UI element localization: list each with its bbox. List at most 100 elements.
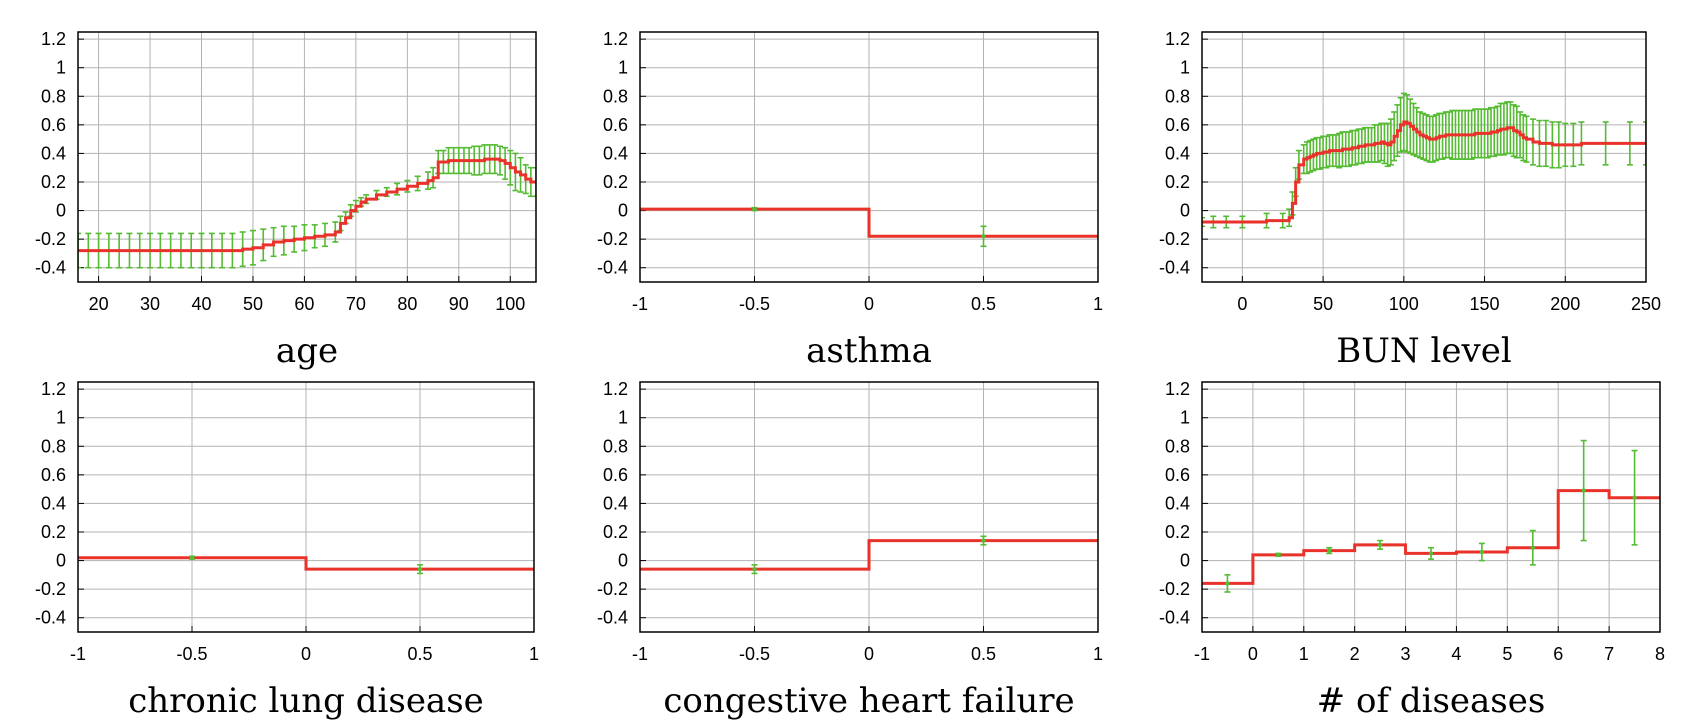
plot-frame [77,31,537,283]
x-tick-label: -1 [1194,644,1210,664]
y-tick-label: 0 [618,201,628,221]
series-line [640,539,1098,571]
y-tick-label: 0.6 [1165,115,1190,135]
y-tick-label: 0.2 [1165,172,1190,192]
data-point [981,234,986,239]
y-tick-label: 1 [1180,408,1190,428]
y-tick-label: 1.2 [1165,379,1190,399]
data-point [189,555,195,560]
series-line [1202,120,1646,224]
x-tick-label: 0.5 [407,644,432,664]
y-tick-label: -0.4 [1159,608,1190,628]
y-tick-label: 0.6 [603,465,628,485]
x-tick-label: 90 [449,294,469,314]
y-tick-label: 0.8 [1165,86,1190,106]
chart-panel: -0.4 -0.2 0 0.2 0.4 0.6 0.8 1 1.2 -1 -0.5 0 0.5 1 asth… [597,29,1103,371]
x-tick-label: 50 [1313,294,1333,314]
y-tick-label: 1 [56,408,66,428]
series-line [1202,489,1660,585]
x-tick-label: 70 [346,294,366,314]
plot-frame [1201,31,1647,283]
y-tick-label: 1.2 [603,379,628,399]
data-point [752,206,757,212]
x-tick-label: 1 [1093,644,1103,664]
x-tick-label: 100 [1389,294,1419,314]
y-tick-label: 0.6 [41,465,66,485]
x-tick-label: 0 [301,644,311,664]
x-tick-label: 4 [1451,644,1461,664]
data-point [1632,495,1637,500]
y-tick-label: -0.2 [597,579,628,599]
y-tick-label: -0.4 [597,258,628,278]
x-tick-label: 8 [1655,644,1665,664]
y-tick-label: 1.2 [603,29,628,49]
x-tick-label: 80 [397,294,417,314]
plot-area [640,206,1098,248]
y-tick-label: 0.8 [603,86,628,106]
x-tick-label: 7 [1604,644,1614,664]
y-tick-label: 0.2 [41,522,66,542]
chart-title: BUN level [1336,331,1511,371]
x-tick-label: 60 [294,294,314,314]
data-point [417,566,423,572]
chart-panel: -0.4 -0.2 0 0.2 0.4 0.6 0.8 1 1.2 -1 -0.5 0 0.5 1 cong… [597,379,1103,721]
y-tick-label: -0.2 [597,229,628,249]
chart-panel: -0.4 -0.2 0 0.2 0.4 0.6 0.8 1 1.2 0 50 100 150 200 250… [1159,29,1661,371]
plot-frame [1201,381,1661,633]
y-tick-label: 0.8 [603,436,628,456]
data-point [1327,548,1332,553]
data-point [1581,488,1586,493]
x-tick-label: 20 [89,294,109,314]
x-tick-label: 100 [495,294,525,314]
x-tick-label: 200 [1550,294,1580,314]
plot-frame [639,381,1099,633]
plot-area [1202,439,1660,593]
y-tick-label: 0 [56,201,66,221]
y-tick-label: 0.2 [1165,522,1190,542]
x-tick-label: -1 [632,644,648,664]
y-tick-label: 0 [618,551,628,571]
y-tick-label: 0.4 [41,493,66,513]
y-tick-label: 1.2 [41,379,66,399]
plot-frame [77,381,535,633]
y-tick-label: 0.8 [41,86,66,106]
y-tick-label: 0.4 [1165,143,1190,163]
y-tick-label: 1.2 [1165,29,1190,49]
series-line [78,157,536,253]
chart-title: age [276,331,338,371]
x-tick-label: 150 [1470,294,1500,314]
data-point [1428,551,1434,556]
data-point [1276,552,1281,558]
data-point [981,538,986,543]
x-tick-label: -0.5 [739,644,770,664]
plot-area [1202,92,1646,229]
data-point [1377,542,1383,548]
x-tick-label: 0.5 [971,294,996,314]
y-tick-label: 0.6 [1165,465,1190,485]
x-tick-label: 30 [140,294,160,314]
x-tick-label: 1 [1093,294,1103,314]
plot-frame [639,31,1099,283]
x-tick-label: 250 [1631,294,1661,314]
chart-title: asthma [806,331,932,371]
x-tick-label: 0 [1248,644,1258,664]
x-tick-label: 5 [1502,644,1512,664]
chart-title: chronic lung disease [128,681,484,721]
y-tick-label: -0.4 [35,608,66,628]
x-tick-label: -0.5 [739,294,770,314]
series-line [640,207,1098,238]
x-tick-label: 3 [1401,644,1411,664]
series-line [78,556,534,571]
data-point [1530,545,1535,550]
x-tick-label: 40 [191,294,211,314]
y-tick-label: 0.8 [1165,436,1190,456]
plot-area [78,144,536,269]
y-tick-label: -0.2 [35,229,66,249]
chart-title: # of diseases [1317,681,1546,721]
y-tick-label: -0.4 [35,258,66,278]
x-tick-label: 2 [1350,644,1360,664]
y-tick-label: 1 [1180,58,1190,78]
y-tick-label: -0.4 [597,608,628,628]
x-tick-label: 1 [529,644,539,664]
